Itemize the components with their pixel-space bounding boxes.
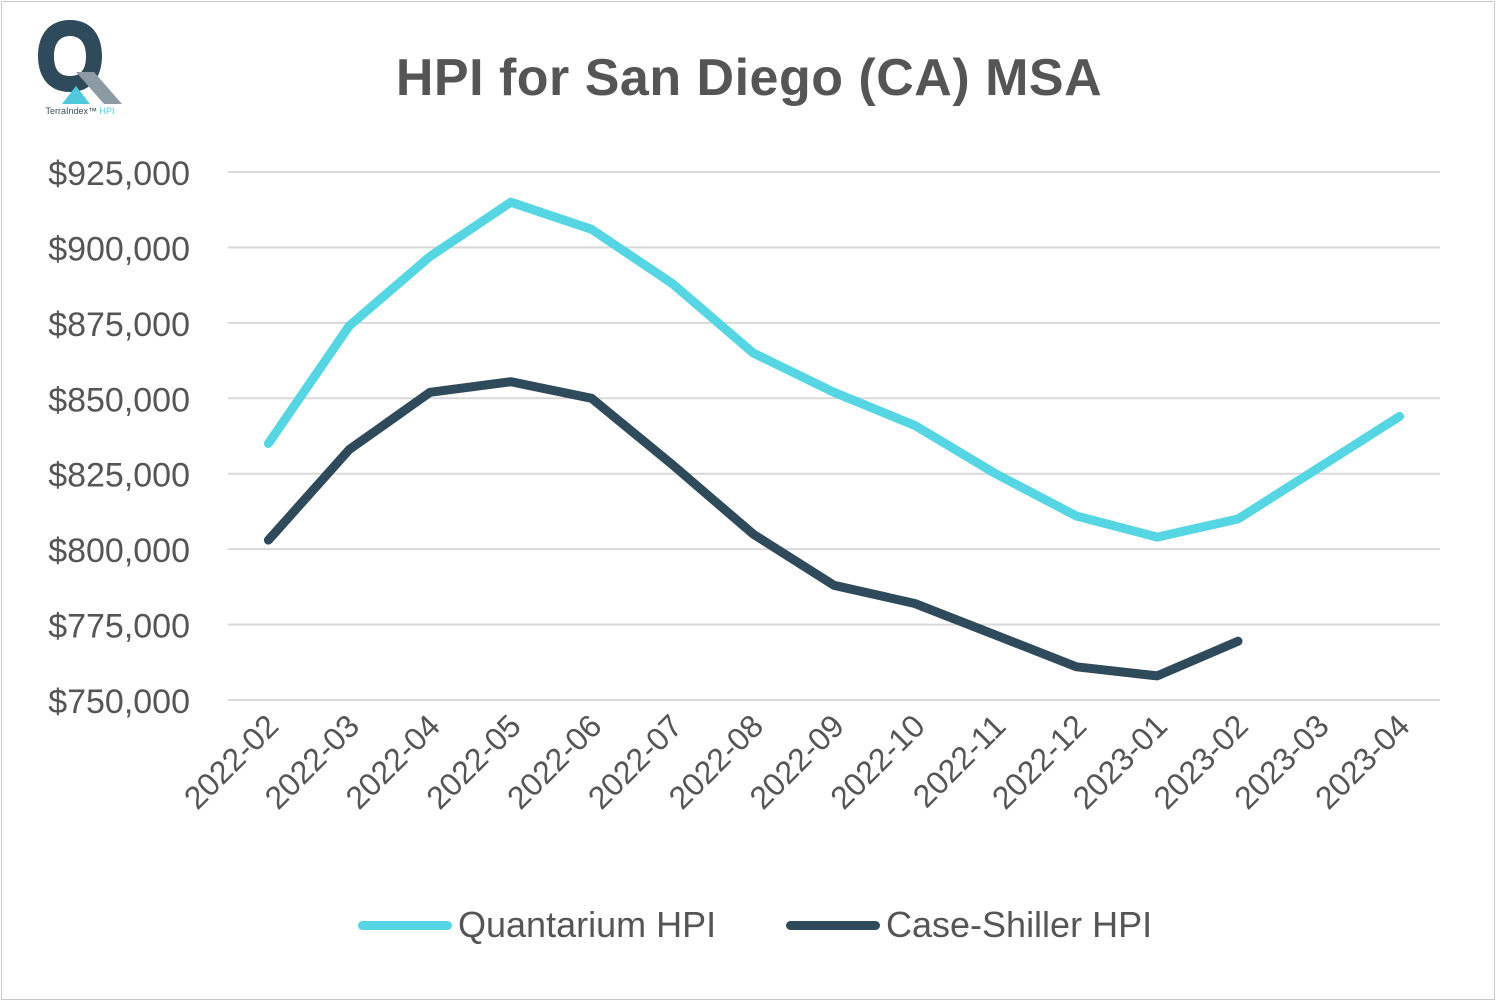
y-tick-label: $850,000 (48, 381, 190, 419)
logo-brand-text: TerraIndex™ HPI (45, 106, 115, 116)
y-tick-label: $825,000 (48, 457, 190, 495)
y-tick-label: $875,000 (48, 306, 190, 344)
series-line-quantarium (263, 197, 1405, 542)
y-tick-label: $775,000 (48, 608, 190, 646)
chart-legend: Quantarium HPI Case-Shiller HPI (0, 900, 1498, 950)
line-chart: $750,000 $775,000 $800,000 $825,000 $850,000… (48, 155, 1440, 816)
q-logo-icon (38, 20, 122, 104)
y-tick-label: $925,000 (48, 155, 190, 193)
legend-label-case-shiller: Case-Shiller HPI (886, 904, 1153, 945)
legend-item-case-shiller: Case-Shiller HPI (786, 900, 1152, 950)
terraindex-logo: TerraIndex™ HPI (30, 14, 140, 124)
y-tick-label: $900,000 (48, 230, 190, 268)
y-tick-label: $800,000 (48, 532, 190, 570)
legend-label-quantarium: Quantarium HPI (458, 904, 717, 945)
y-tick-label: $750,000 (48, 683, 190, 721)
legend-swatch-case-shiller (786, 920, 880, 930)
series-line-case-shiller (263, 377, 1243, 681)
legend-item-quantarium: Quantarium HPI (358, 900, 716, 950)
legend-swatch-quantarium (358, 920, 452, 930)
chart-title: HPI for San Diego (CA) MSA (395, 49, 1103, 107)
